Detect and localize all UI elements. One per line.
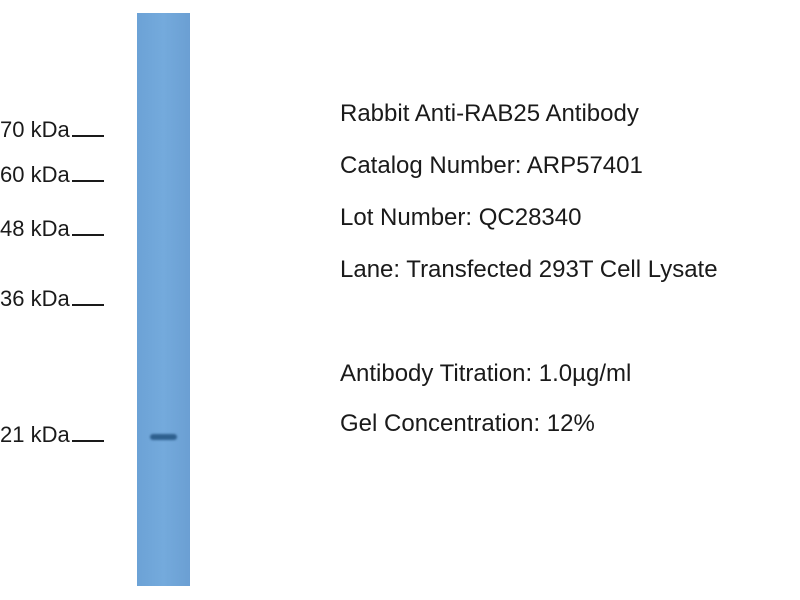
marker-48: 48 kDa	[0, 216, 104, 242]
marker-tick	[71, 304, 104, 306]
marker-tick	[71, 440, 104, 442]
marker-label: 70 kDa	[0, 117, 70, 142]
catalog-number: Catalog Number: ARP57401	[340, 152, 643, 179]
protein-band	[150, 434, 177, 440]
marker-label: 36 kDa	[0, 286, 70, 311]
marker-label: 48 kDa	[0, 216, 70, 241]
marker-70: 70 kDa	[0, 117, 104, 143]
antibody-title: Rabbit Anti-RAB25 Antibody	[340, 100, 639, 127]
gel-concentration: Gel Concentration: 12%	[340, 410, 595, 437]
marker-label: 21 kDa	[0, 422, 70, 447]
marker-21: 21 kDa	[0, 422, 104, 448]
marker-tick	[71, 180, 104, 182]
lot-number: Lot Number: QC28340	[340, 204, 582, 231]
marker-60: 60 kDa	[0, 162, 104, 188]
marker-36: 36 kDa	[0, 286, 104, 312]
marker-label: 60 kDa	[0, 162, 70, 187]
lane-description: Lane: Transfected 293T Cell Lysate	[340, 256, 718, 283]
antibody-titration: Antibody Titration: 1.0µg/ml	[340, 360, 632, 387]
blot-lane	[137, 13, 190, 586]
marker-tick	[71, 135, 104, 137]
marker-tick	[71, 234, 104, 236]
